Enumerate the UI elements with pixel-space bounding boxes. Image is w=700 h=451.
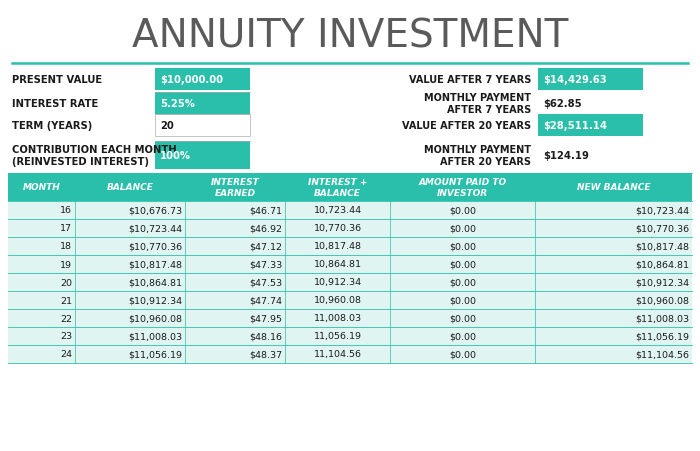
Text: $46.92: $46.92: [249, 224, 282, 233]
Bar: [538, 115, 643, 137]
Text: 5.25%: 5.25%: [160, 99, 195, 109]
Text: 20: 20: [160, 121, 174, 131]
Bar: [155, 115, 250, 137]
Bar: [8, 238, 692, 255]
Bar: [8, 273, 692, 291]
Text: VALUE AFTER 7 YEARS: VALUE AFTER 7 YEARS: [409, 75, 531, 85]
Bar: [538, 69, 643, 91]
Text: $10,912.34: $10,912.34: [635, 278, 689, 287]
Text: $0.00: $0.00: [449, 242, 476, 251]
Text: $10,770.36: $10,770.36: [128, 242, 182, 251]
Text: BALANCE: BALANCE: [106, 183, 153, 192]
Text: $0.00: $0.00: [449, 296, 476, 305]
Text: $10,676.73: $10,676.73: [128, 206, 182, 215]
Text: $0.00: $0.00: [449, 332, 476, 341]
Bar: [538, 142, 643, 170]
Text: 19: 19: [60, 260, 72, 269]
Text: 17: 17: [60, 224, 72, 233]
Text: $11,104.56: $11,104.56: [635, 350, 689, 359]
Text: $0.00: $0.00: [449, 278, 476, 287]
Bar: [8, 327, 692, 345]
Text: $10,960.08: $10,960.08: [128, 314, 182, 323]
Text: MONTH: MONTH: [22, 183, 60, 192]
Bar: [8, 202, 692, 220]
Bar: [8, 174, 692, 202]
Text: $0.00: $0.00: [449, 224, 476, 233]
Text: 11,008.03: 11,008.03: [314, 314, 362, 323]
Text: $14,429.63: $14,429.63: [543, 75, 607, 85]
Text: $28,511.14: $28,511.14: [543, 121, 607, 131]
Bar: [8, 255, 692, 273]
Text: $124.19: $124.19: [543, 151, 589, 161]
Text: 10,912.34: 10,912.34: [314, 278, 362, 287]
Bar: [8, 345, 692, 363]
Text: 100%: 100%: [160, 151, 191, 161]
Text: 11,104.56: 11,104.56: [314, 350, 361, 359]
Text: ANNUITY INVESTMENT: ANNUITY INVESTMENT: [132, 18, 568, 56]
Text: $0.00: $0.00: [449, 314, 476, 323]
Text: $0.00: $0.00: [449, 260, 476, 269]
Text: $0.00: $0.00: [449, 206, 476, 215]
Text: MONTHLY PAYMENT
AFTER 20 YEARS: MONTHLY PAYMENT AFTER 20 YEARS: [424, 145, 531, 166]
Text: $11,008.03: $11,008.03: [128, 332, 182, 341]
Text: 10,817.48: 10,817.48: [314, 242, 361, 251]
Text: $10,723.44: $10,723.44: [635, 206, 689, 215]
Bar: [8, 309, 692, 327]
Text: $48.37: $48.37: [249, 350, 282, 359]
Text: $47.33: $47.33: [248, 260, 282, 269]
Text: $10,912.34: $10,912.34: [128, 296, 182, 305]
Text: 20: 20: [60, 278, 72, 287]
Text: 21: 21: [60, 296, 72, 305]
Text: $47.74: $47.74: [249, 296, 282, 305]
Text: $10,000.00: $10,000.00: [160, 75, 223, 85]
Text: AMOUNT PAID TO
INVESTOR: AMOUNT PAID TO INVESTOR: [419, 178, 507, 197]
Text: INTEREST +
BALANCE: INTEREST + BALANCE: [308, 178, 368, 197]
Text: MONTHLY PAYMENT
AFTER 7 YEARS: MONTHLY PAYMENT AFTER 7 YEARS: [424, 93, 531, 115]
Text: 10,723.44: 10,723.44: [314, 206, 362, 215]
Text: $10,864.81: $10,864.81: [128, 278, 182, 287]
Text: $47.12: $47.12: [249, 242, 282, 251]
Text: NEW BALANCE: NEW BALANCE: [577, 183, 650, 192]
Text: INTEREST
EARNED: INTEREST EARNED: [211, 178, 260, 197]
Text: $48.16: $48.16: [249, 332, 282, 341]
Text: VALUE AFTER 20 YEARS: VALUE AFTER 20 YEARS: [402, 121, 531, 131]
Bar: [155, 93, 250, 115]
Bar: [8, 291, 692, 309]
Bar: [155, 69, 250, 91]
Text: TERM (YEARS): TERM (YEARS): [12, 121, 92, 131]
Text: 22: 22: [60, 314, 72, 323]
Text: 10,770.36: 10,770.36: [314, 224, 362, 233]
Text: $10,723.44: $10,723.44: [128, 224, 182, 233]
Text: $10,770.36: $10,770.36: [635, 224, 689, 233]
Text: $11,008.03: $11,008.03: [635, 314, 689, 323]
Text: $11,056.19: $11,056.19: [635, 332, 689, 341]
Text: $10,817.48: $10,817.48: [128, 260, 182, 269]
Text: 23: 23: [60, 332, 72, 341]
Text: 10,960.08: 10,960.08: [314, 296, 361, 305]
Text: $62.85: $62.85: [543, 99, 582, 109]
Bar: [155, 142, 250, 170]
Text: INTEREST RATE: INTEREST RATE: [12, 99, 98, 109]
Text: 10,864.81: 10,864.81: [314, 260, 361, 269]
Text: $10,960.08: $10,960.08: [635, 296, 689, 305]
Text: CONTRIBUTION EACH MONTH
(REINVESTED INTEREST): CONTRIBUTION EACH MONTH (REINVESTED INTE…: [12, 145, 176, 166]
Text: $10,864.81: $10,864.81: [635, 260, 689, 269]
Text: $47.53: $47.53: [249, 278, 282, 287]
Bar: [8, 220, 692, 238]
Text: $46.71: $46.71: [249, 206, 282, 215]
Text: 16: 16: [60, 206, 72, 215]
Text: $11,056.19: $11,056.19: [128, 350, 182, 359]
Text: $10,817.48: $10,817.48: [635, 242, 689, 251]
Text: 24: 24: [60, 350, 72, 359]
Text: $47.95: $47.95: [249, 314, 282, 323]
Text: PRESENT VALUE: PRESENT VALUE: [12, 75, 102, 85]
Text: 11,056.19: 11,056.19: [314, 332, 361, 341]
Text: $0.00: $0.00: [449, 350, 476, 359]
Text: 18: 18: [60, 242, 72, 251]
Bar: [538, 93, 643, 115]
